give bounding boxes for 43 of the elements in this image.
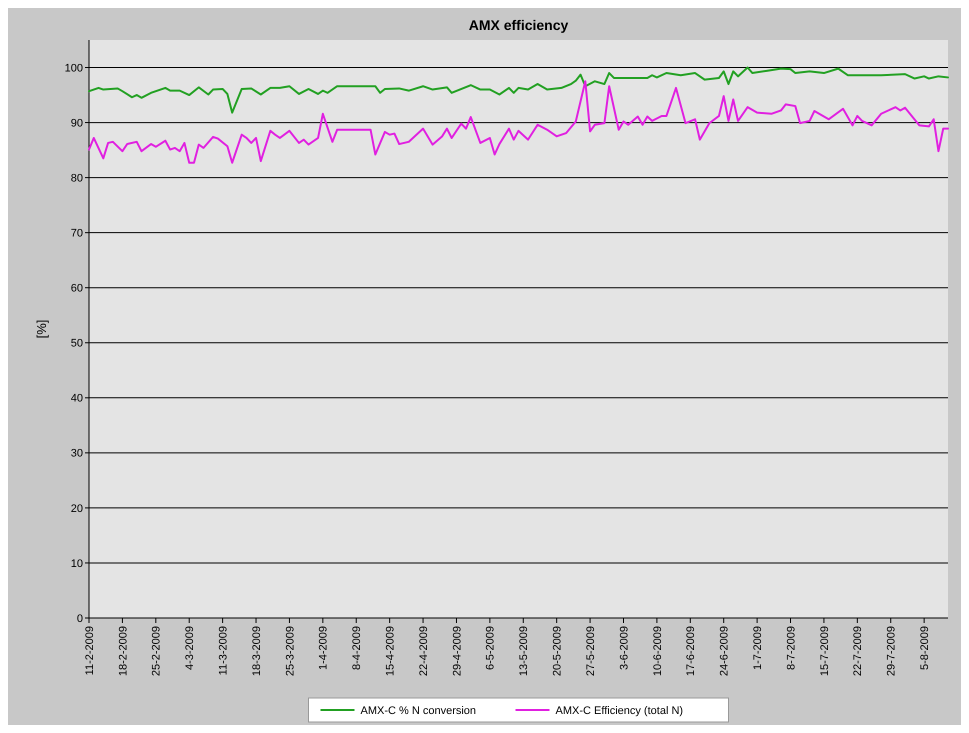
x-tick-label: 24-6-2009: [718, 626, 731, 676]
x-tick-label: 29-7-2009: [886, 626, 898, 676]
x-tick-label: 15-7-2009: [818, 626, 831, 676]
line-series: [88, 66, 949, 114]
y-tick-label: 30: [70, 448, 83, 460]
x-tick-label: 22-7-2009: [852, 626, 864, 676]
x-tick-label: 20-5-2009: [552, 626, 564, 676]
x-tick-label: 13-5-2009: [518, 626, 530, 676]
chart-title: AMX efficiency: [468, 17, 569, 33]
x-tick-label: 5-8-2009: [918, 626, 931, 670]
y-tick-label: 90: [70, 117, 83, 130]
x-tick-label: 11-2-2009: [84, 626, 96, 676]
x-tick-label: 27-5-2009: [584, 626, 597, 676]
y-tick-label: 20: [70, 502, 83, 515]
y-tick-label: 80: [70, 172, 83, 184]
x-tick-label: 29-4-2009: [451, 626, 464, 676]
x-tick-label: 4-3-2009: [184, 626, 196, 670]
x-tick-label: 18-3-2009: [250, 626, 263, 676]
y-tick-label: 10: [70, 558, 83, 570]
x-tick-label: 8-4-2009: [351, 626, 364, 670]
y-tick-label: 70: [70, 228, 83, 240]
y-tick-label: 50: [70, 338, 83, 350]
y-tick-label: 60: [70, 282, 83, 295]
x-tick-label: 18-2-2009: [117, 626, 130, 676]
x-tick-label: 8-7-2009: [785, 626, 798, 670]
x-tick-label: 22-4-2009: [418, 626, 430, 676]
y-axis-title: [%]: [34, 320, 49, 338]
x-tick-label: 17-6-2009: [685, 626, 698, 676]
x-tick-label: 15-4-2009: [384, 626, 396, 676]
y-tick-label: 0: [76, 612, 83, 625]
legend-label: AMX-C % N conversion: [360, 704, 476, 717]
legend-label: AMX-C Efficiency (total N): [556, 704, 684, 717]
y-tick-label: 100: [64, 62, 83, 74]
x-tick-label: 1-7-2009: [752, 626, 764, 670]
x-tick-label: 11-3-2009: [217, 626, 230, 676]
x-tick-label: 6-5-2009: [484, 626, 497, 670]
x-tick-label: 1-4-2009: [318, 626, 330, 670]
line-series: [88, 80, 949, 164]
y-tick-label: 40: [70, 392, 83, 405]
x-tick-label: 25-3-2009: [284, 626, 296, 676]
x-tick-label: 10-6-2009: [652, 626, 664, 676]
x-tick-label: 25-2-2009: [150, 626, 163, 676]
x-tick-label: 3-6-2009: [618, 626, 630, 670]
